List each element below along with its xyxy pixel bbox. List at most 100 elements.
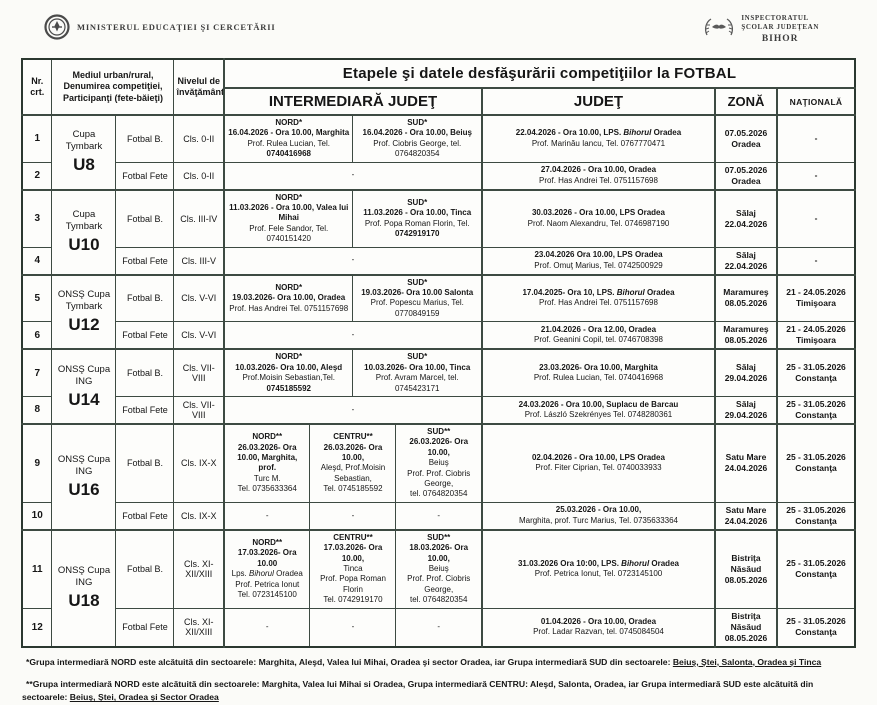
cell-line: Prof. Prof. Ciobris George, [407, 574, 471, 594]
col-header-nr: Nr. crt. [21, 58, 53, 116]
cell-line: CENTRU** [333, 532, 373, 542]
cell-line: Fotbal Fete [122, 330, 168, 341]
cell-line: Maramureş [723, 287, 769, 298]
cell-line: Fotbal B. [126, 213, 163, 224]
level-cell: Cls. III-V [173, 246, 225, 276]
cell-line: Fotbal B. [126, 458, 163, 469]
gender-cell: Fotbal B. [115, 113, 175, 163]
judet-cell: 02.04.2026 - Ora 10.00, LPS Oradea Prof. … [480, 423, 716, 503]
cell-line: Prof. Popescu Marius, Tel. 0770849159 [370, 298, 464, 318]
judet-cell: 23.04.2026 Ora 10.00, LPS Oradea Prof. Om… [480, 246, 716, 276]
level-cell: Cls. IX-X [173, 501, 225, 531]
nationala-cell: - [775, 246, 856, 276]
cell-line: SUD** [427, 427, 451, 437]
competition-name: Cupa Tymbark [65, 209, 103, 233]
cell-line: 29.04.2026 [724, 409, 768, 420]
judet-cell: 22.04.2026 - Ora 10.00, LPS. Bihorul Ora… [480, 113, 716, 163]
cell-line: Cls. VII-VIII [182, 399, 215, 420]
cell-line: Fotbal B. [126, 293, 163, 304]
cell-line: NORD** [252, 538, 283, 548]
inter-centru-cell: CENTRU** 26.03.2026- Ora 10.00, Aleşd, Pro… [309, 423, 397, 503]
cell-line: Cls. XI-XII/XIII [183, 559, 214, 580]
competitions-table: Nr. crt. Mediul urban/rural, Denumirea c… [20, 58, 857, 648]
cell-line: Constanţa [795, 515, 837, 526]
cell-line: 22.04.2026 [724, 260, 768, 271]
table-row: 12 Fotbal Fete Cls. XI-XII/XIII - - - 01.04.20… [21, 607, 856, 648]
cell-line: 25 - 31.05.2026 [786, 616, 846, 627]
cell-line: Tinca [343, 564, 363, 574]
table-row: 8 Fotbal Fete Cls. VII-VIII - 24.03.2026 - O… [21, 395, 856, 425]
cell-line: Prof. Prof. Ciobris George, [407, 468, 471, 488]
judet-cell: 24.03.2026 - Ora 10.00, Suplacu de Barca… [480, 395, 716, 425]
nationala-cell: - [775, 113, 856, 163]
inter-sud-cell: - [395, 607, 483, 648]
footnote-1-underlined: Beiuş, Ştei, Salonta, Oradea şi Tinca [672, 656, 822, 667]
cell-line: Oradea [731, 175, 761, 186]
cell-line: Oradea [731, 138, 761, 149]
cell-line: Constanţa [795, 463, 837, 474]
inter-nord-cell: NORD** 26.03.2026- Ora 10.00, Marghita, pr… [222, 423, 311, 503]
nr-cell: 7 [21, 348, 53, 397]
cell-line: Turc M. [253, 473, 281, 483]
cell-line: Sălaj [736, 249, 756, 260]
cell-line: Cls. 0-II [183, 170, 215, 181]
nr-cell: 12 [21, 607, 53, 648]
col-header-zona: ZONĂ [713, 87, 778, 116]
level-cell: Cls. V-VI [173, 273, 225, 323]
cell-line: Constanţa [795, 627, 837, 638]
inter-centru-cell: CENTRU** 17.03.2026- Ora 10.00, Tinca Prof.… [309, 528, 397, 609]
competition-cell: ONSŞ Cupa ING U18 [51, 528, 117, 648]
cell-line: Prof. Has Andrei Tel. 0751157698 [539, 298, 658, 308]
nr-cell: 10 [21, 501, 53, 531]
cell-line: 21 - 24.05.2026 [786, 324, 846, 335]
cell-line: SUD* [407, 352, 428, 362]
gender-cell: Fotbal Fete [115, 501, 175, 531]
cell-line: Satu Mare [725, 504, 767, 515]
cell-line: Fotbal B. [126, 133, 163, 144]
cell-line: - [265, 510, 269, 520]
level-cell: Cls. IX-X [173, 423, 225, 503]
cell-line: Prof. Petrica Ionut [235, 579, 300, 589]
nationala-cell: 25 - 31.05.2026 Constanţa [775, 395, 856, 425]
cell-line: 0740416968 [266, 149, 311, 159]
inter-nord-cell: - [222, 607, 311, 648]
cell-line: 25 - 31.05.2026 [786, 504, 846, 515]
cell-line: Cls. V-VI [181, 293, 217, 304]
inter-sud-cell: SUD* 16.04.2026 - Ora 10.00, Beiuş Prof. C… [352, 113, 483, 163]
inter-nord-cell: NORD** 17.03.2026- Ora 10.00 Lps. Bihorul O… [222, 528, 311, 609]
table-title: Etapele şi datele desfăşurării competiţi… [222, 58, 856, 89]
level-cell: Cls. XI-XII/XIII [173, 528, 225, 609]
cell-line: Sebastian, [334, 473, 372, 483]
competition-cell: ONSŞ Cupa Tymbark U12 [51, 273, 117, 350]
cell-line: Constanţa [795, 569, 837, 580]
cell-line: Prof. Has Andrei Tel. 0751157698 [229, 303, 349, 313]
nationala-cell: - [775, 161, 856, 191]
cell-line: Fotbal Fete [122, 170, 168, 181]
inter-sud-cell: SUD* 19.03.2026- Ora 10.00 Salonta Prof. P… [352, 273, 483, 323]
cell-line: Tel. 0735633364 [237, 484, 297, 494]
cell-line: 24.04.2026 [724, 463, 768, 474]
cell-line: 25.03.2026 - Ora 10.00, [555, 505, 642, 515]
cell-line: - [814, 255, 818, 266]
gender-cell: Fotbal Fete [115, 321, 175, 350]
competition-code: U8 [73, 155, 95, 175]
cell-line: Cls. 0-II [183, 133, 215, 144]
zona-cell: 07.05.2026 Oradea [713, 113, 778, 163]
cell-line: 4 [34, 255, 41, 267]
level-cell: Cls. 0-II [173, 113, 225, 163]
cell-line: 24.04.2026 [724, 515, 768, 526]
cell-line: 31.03.2026 Ora 10:00, LPS. Bihorul Orade… [517, 558, 679, 568]
cell-line: SUD* [407, 277, 428, 287]
footnote-1: *Grupa intermediară NORD este alcătuită … [22, 656, 855, 669]
cell-line: Cls. XI-XII/XIII [183, 617, 214, 638]
cell-line: - [351, 330, 355, 340]
zona-cell: Sălaj 29.04.2026 [713, 348, 778, 397]
cell-line: 8 [34, 404, 41, 416]
cell-line: 25 - 31.05.2026 [786, 398, 846, 409]
cell-line: 6 [34, 329, 41, 341]
cell-line: 11.03.2026 - Ora 10.00, Tinca [363, 208, 472, 218]
cell-line: 26.03.2026- Ora 10.00, [409, 437, 469, 457]
competition-cell: ONSŞ Cupa ING U16 [51, 423, 117, 531]
ministry-logo-icon [44, 14, 70, 40]
competition-code: U12 [68, 314, 100, 334]
